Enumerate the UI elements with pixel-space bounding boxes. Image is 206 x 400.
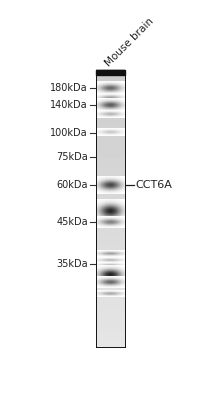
Text: CCT6A: CCT6A: [135, 180, 172, 190]
Text: 60kDa: 60kDa: [56, 180, 88, 190]
Text: Mouse brain: Mouse brain: [103, 16, 156, 68]
Bar: [96, 70, 125, 75]
Text: 35kDa: 35kDa: [56, 258, 88, 269]
Text: 140kDa: 140kDa: [50, 100, 88, 110]
Text: 45kDa: 45kDa: [56, 217, 88, 227]
Text: 75kDa: 75kDa: [56, 152, 88, 162]
Text: 100kDa: 100kDa: [50, 128, 88, 138]
Text: 180kDa: 180kDa: [50, 83, 88, 93]
